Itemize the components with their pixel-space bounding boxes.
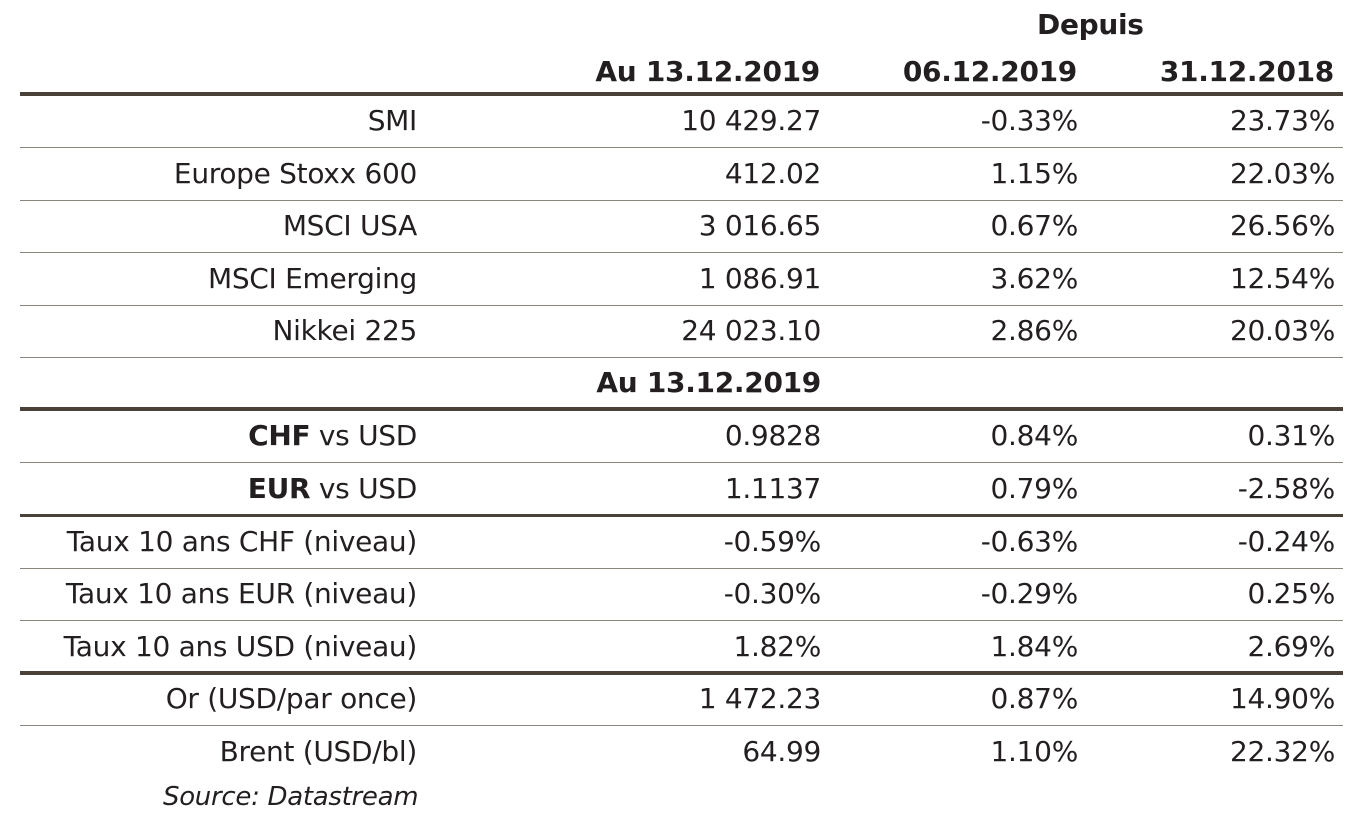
row-ytd-change: 22.03% [1230, 157, 1335, 190]
table-row: Europe Stoxx 600 412.02 1.15% 22.03% [20, 148, 1343, 200]
row-week-change: -0.29% [980, 577, 1079, 610]
currency-pair-rest: vs USD [310, 419, 417, 452]
group-rule [20, 514, 1343, 517]
row-week-change: -0.33% [980, 104, 1079, 137]
row-value: -0.30% [723, 577, 822, 610]
col-header-ytd: 31.12.2018 [1159, 55, 1334, 88]
row-label: MSCI Emerging [207, 262, 417, 295]
row-value: 1.1137 [724, 472, 821, 505]
row-value: 64.99 [742, 735, 821, 768]
row-label: Or (USD/par once) [165, 682, 418, 715]
col-header-week: 06.12.2019 [902, 55, 1077, 88]
row-label: SMI [367, 104, 418, 137]
row-value: 24 023.10 [681, 314, 821, 347]
table-row: Nikkei 225 24 023.10 2.86% 20.03% [20, 305, 1343, 357]
table-row: Brent (USD/bl) 64.99 1.10% 22.32% [20, 726, 1343, 778]
row-ytd-change: 14.90% [1230, 682, 1335, 715]
row-week-change: 0.79% [990, 472, 1079, 505]
row-ytd-change: 23.73% [1230, 104, 1335, 137]
table-row: SMI 10 429.27 -0.33% 23.73% [20, 95, 1343, 147]
row-week-change: 1.10% [990, 735, 1079, 768]
row-divider [20, 252, 1343, 253]
row-ytd-change: 26.56% [1230, 209, 1335, 242]
row-week-change: -0.63% [980, 525, 1079, 558]
row-divider [20, 357, 1343, 358]
row-value: 1 472.23 [698, 682, 822, 715]
row-value: 0.9828 [724, 419, 821, 452]
row-week-change: 0.87% [990, 682, 1079, 715]
row-value: 1 086.91 [698, 262, 822, 295]
row-value: 10 429.27 [681, 104, 821, 137]
row-ytd-change: 2.69% [1247, 630, 1336, 663]
table-row: EUR vs USD 1.1137 0.79% -2.58% [20, 463, 1343, 515]
table-row: MSCI USA 3 016.65 0.67% 26.56% [20, 200, 1343, 252]
row-label: Nikkei 225 [272, 314, 417, 347]
row-week-change: 2.86% [990, 314, 1079, 347]
depuis-header: Depuis [1037, 8, 1144, 41]
row-value: -0.59% [723, 525, 822, 558]
row-label: MSCI USA [282, 209, 417, 242]
row-value: 1.82% [733, 630, 822, 663]
source-note: Source: Datastream [163, 782, 419, 812]
currency-pair-rest: vs USD [310, 472, 417, 505]
row-label: Taux 10 ans USD (niveau) [63, 630, 418, 663]
row-label: Brent (USD/bl) [219, 735, 418, 768]
row-ytd-change: 22.32% [1230, 735, 1335, 768]
section-rule [20, 407, 1343, 411]
row-ytd-change: 0.25% [1247, 577, 1336, 610]
table-row: Or (USD/par once) 1 472.23 0.87% 14.90% [20, 673, 1343, 725]
row-label: Taux 10 ans EUR (niveau) [65, 577, 417, 610]
row-ytd-change: 0.31% [1247, 419, 1336, 452]
row-ytd-change: -0.24% [1237, 525, 1336, 558]
currency-code: EUR [247, 472, 311, 505]
row-divider [20, 200, 1343, 201]
row-divider [20, 568, 1343, 569]
row-value: 3 016.65 [698, 209, 822, 242]
row-week-change: 1.84% [990, 630, 1079, 663]
row-divider [20, 305, 1343, 306]
section-heading-row: Au 13.12.2019 [20, 357, 1343, 409]
section-heading: Au 13.12.2019 [596, 366, 821, 399]
row-week-change: 0.84% [990, 419, 1079, 452]
row-divider [20, 620, 1343, 621]
row-week-change: 1.15% [990, 157, 1079, 190]
row-ytd-change: -2.58% [1237, 472, 1336, 505]
row-ytd-change: 12.54% [1230, 262, 1335, 295]
table-row: Taux 10 ans EUR (niveau) -0.30% -0.29% 0… [20, 568, 1343, 620]
row-value: 412.02 [724, 157, 821, 190]
row-divider [20, 462, 1343, 463]
header-rule [20, 92, 1343, 96]
table-row: Taux 10 ans CHF (niveau) -0.59% -0.63% -… [20, 516, 1343, 568]
table-row: Taux 10 ans USD (niveau) 1.82% 1.84% 2.6… [20, 621, 1343, 673]
row-label: CHF vs USD [248, 410, 417, 462]
row-divider [20, 725, 1343, 726]
row-label: EUR vs USD [247, 463, 418, 515]
table-row: CHF vs USD 0.9828 0.84% 0.31% [20, 410, 1343, 462]
row-ytd-change: 20.03% [1230, 314, 1335, 347]
table-row: MSCI Emerging 1 086.91 3.62% 12.54% [20, 253, 1343, 305]
currency-code: CHF [248, 419, 311, 452]
row-label: Taux 10 ans CHF (niveau) [66, 525, 418, 558]
group-rule [20, 671, 1343, 675]
row-divider [20, 147, 1343, 148]
row-week-change: 0.67% [990, 209, 1079, 242]
row-week-change: 3.62% [990, 262, 1079, 295]
row-label: Europe Stoxx 600 [173, 157, 417, 190]
col-header-current: Au 13.12.2019 [595, 55, 820, 88]
